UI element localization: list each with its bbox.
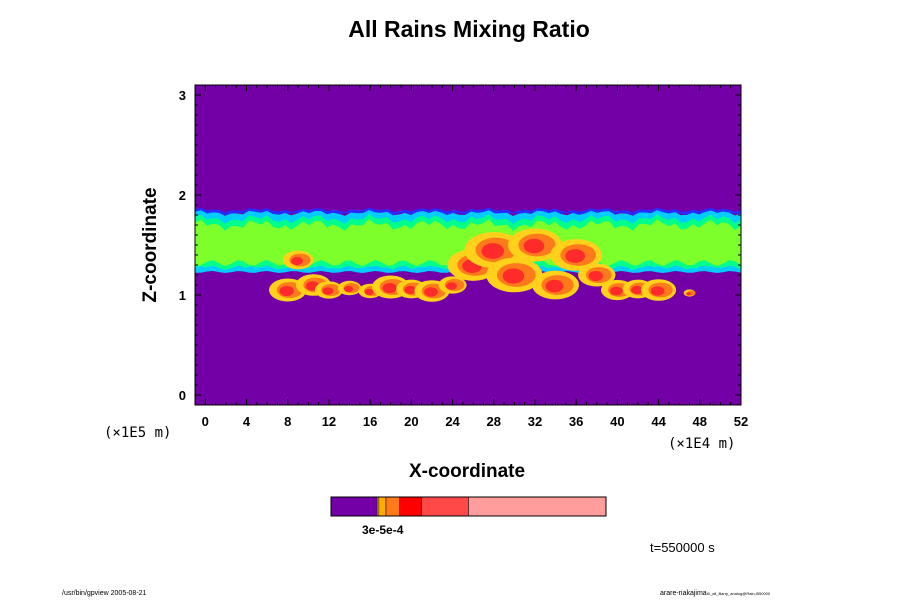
x-tick-label: 48 [693,414,707,429]
y-axis-unit: (×1E5 m) [104,425,172,441]
y-tick-label: 0 [179,388,186,403]
heatmap-field [195,85,741,405]
time-label: t=550000 s [650,540,715,555]
rain-cell-core [279,285,294,297]
colorbar-swatch [421,496,469,517]
x-axis-unit: (×1E4 m) [668,436,736,452]
rain-cell-core [481,243,505,259]
rain-cell-core [523,238,545,254]
x-tick-label: 0 [202,414,209,429]
x-tick-label: 52 [734,414,748,429]
colorbar-swatch [378,496,387,517]
x-tick-label: 44 [651,414,666,429]
rain-cell-core [382,282,397,294]
rain-cell-core [322,287,334,295]
rain-cell-core [545,279,564,293]
x-tick-label: 40 [610,414,624,429]
y-tick-label: 1 [179,288,186,303]
rain-cell-core [565,249,586,263]
x-tick-label: 28 [487,414,501,429]
x-tick-label: 16 [363,414,377,429]
rain-cell-core [344,285,354,293]
rain-cell-core [424,287,438,297]
rain-cell-core [686,292,691,296]
rain-cell-core [291,256,303,266]
rain-cell-core [364,288,374,296]
rain-cell-core [588,270,603,282]
colorbar-swatch [330,496,378,517]
y-tick-label: 3 [179,88,186,103]
rain-cell-core [650,286,665,296]
x-tick-label: 8 [284,414,291,429]
rain-cell-core [404,285,417,295]
y-axis-title: Z-coordinate [140,187,161,303]
colorbar-swatch [399,496,422,517]
footer-author: arare-nakajimat0_all_Barry_analog@Rain,t… [660,590,770,597]
rain-cell-core [631,285,643,295]
x-axis-title: X-coordinate [408,461,526,482]
colorbar-swatch [385,496,400,517]
x-tick-label: 20 [404,414,418,429]
colorbar-swatch [468,496,607,517]
footer-author-name: arare-nakajima [660,590,707,597]
colorbar-border [330,496,607,517]
x-tick-label: 4 [243,414,251,429]
x-tick-label: 24 [445,414,460,429]
footer-command: /usr/bin/gpview 2005-08-21 [62,590,147,597]
x-tick-label: 12 [322,414,336,429]
colorbar [330,496,607,517]
chart-title: All Rains Mixing Ratio [348,16,590,42]
x-tick-label: 32 [528,414,542,429]
rain-cell-core [446,282,457,290]
colorbar-label: 3e-5e-4 [362,523,404,537]
rain-cell-core [502,268,525,284]
y-tick-label: 2 [179,188,186,203]
footer-file: t0_all_Barry_analog@Rain,t550000 [706,591,771,596]
rain-cell-core [610,286,623,296]
x-tick-label: 36 [569,414,583,429]
